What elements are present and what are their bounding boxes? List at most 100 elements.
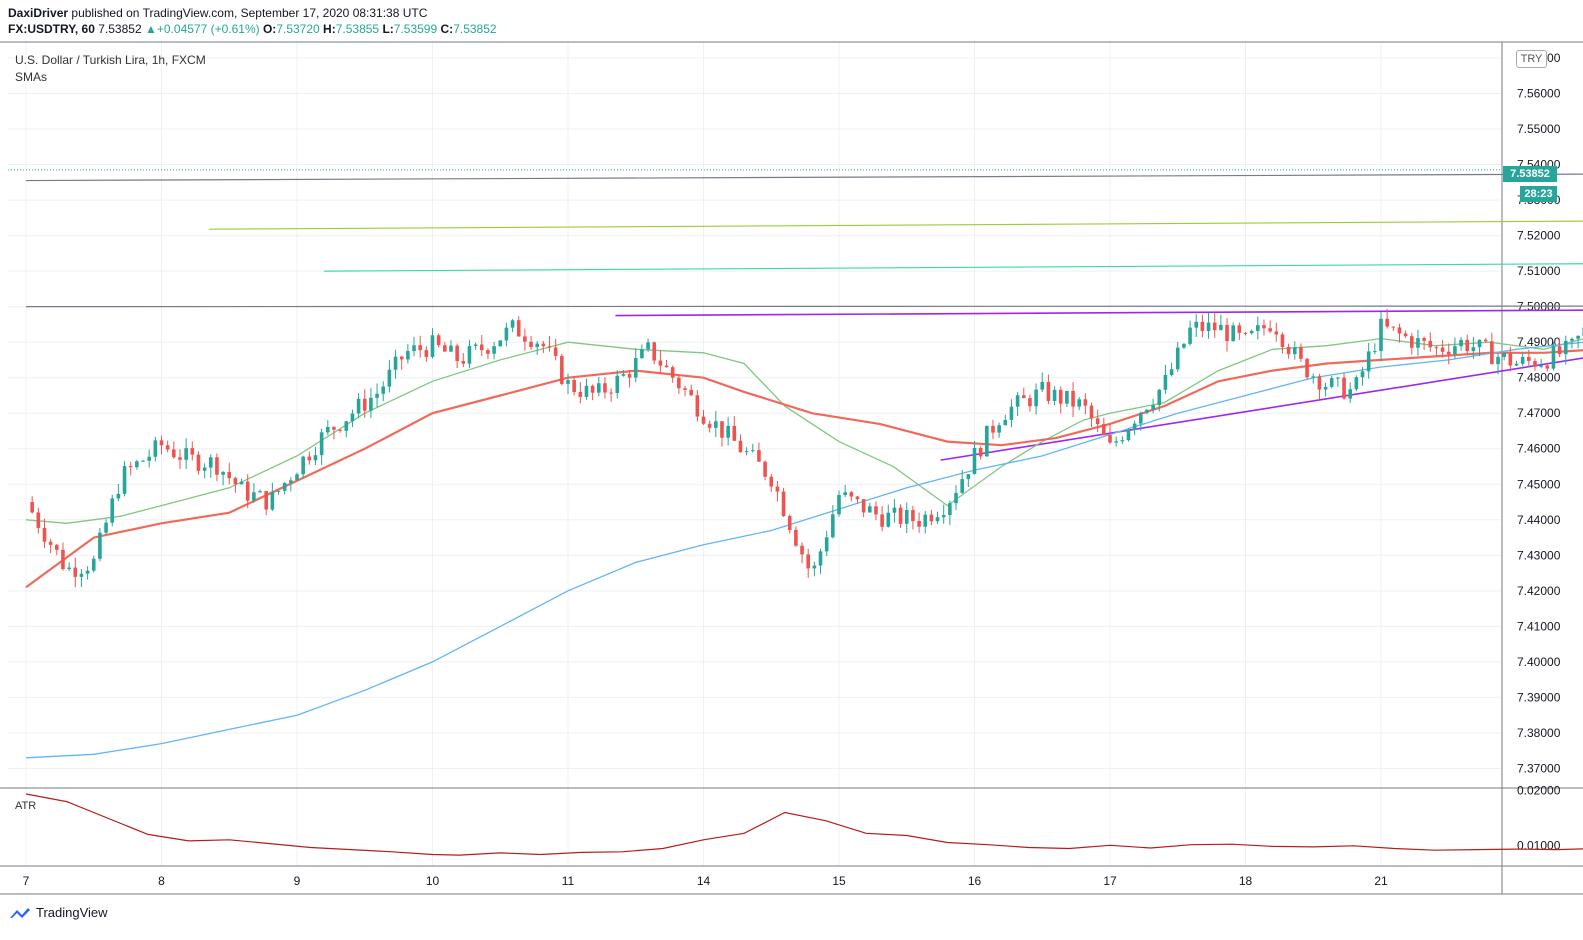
candle-body [1034,389,1038,407]
candle-body [498,340,503,347]
indicator-label[interactable]: SMAs [15,70,48,84]
candle-body [1145,409,1149,413]
candle-body [332,427,336,430]
candle-body [48,541,53,545]
close-label: C: [440,22,454,36]
candle-body [1403,333,1408,337]
candle-body [1114,441,1118,443]
candle-body [714,421,718,428]
candle-body [270,491,275,510]
candle-body [640,349,644,359]
bar-countdown: 28:23 [1520,186,1557,202]
candle-body [1286,346,1291,355]
candles [30,308,1583,588]
candle-body [757,450,761,462]
candle-body [184,448,188,460]
currency-badge[interactable]: TRY [1516,50,1547,68]
candle-body [486,350,490,354]
candle-body [726,425,730,438]
candle-body [258,491,262,493]
candle-body [1434,347,1439,349]
candle-body [473,344,478,347]
candle-body [800,545,804,555]
x-tick-label: 16 [968,874,982,888]
candle-body [1471,347,1476,352]
candle-body [652,342,657,361]
footer-brand: TradingView [36,905,108,920]
candle-body [941,515,946,518]
candle-body [1508,353,1513,366]
trendline-grey-top [25,305,1583,308]
candle-body [208,457,213,468]
x-tick-label: 11 [562,874,575,888]
candle-body [843,492,847,496]
candle-body [1256,325,1260,331]
candle-body [264,491,269,510]
open-value: 7.53720 [276,22,320,36]
atr-label[interactable]: ATR [15,800,37,812]
candle-body [461,361,466,364]
candle-body [677,377,681,389]
candle-body [1459,339,1463,347]
x-tick-label: 14 [697,874,711,888]
candle-body [861,499,866,513]
candle-body [362,398,367,411]
y-tick-label: 7.46000 [1517,442,1561,456]
candle-body [221,471,225,475]
y-tick-label: 7.55000 [1517,122,1561,136]
candle-body [609,392,613,394]
candle-body [128,466,133,468]
candle-body [849,492,854,497]
author-name[interactable]: DaxiDriver [8,6,69,20]
tradingview-cloud-icon [10,907,30,918]
candle-body [1163,374,1168,390]
candle-body [1391,326,1396,328]
candle-body [1292,347,1297,355]
candle-body [153,440,158,457]
candle-body [831,514,835,538]
candle-body [695,395,700,417]
y-tick-label: 7.51000 [1517,264,1561,278]
candle-body [1514,363,1519,366]
publication-header: DaxiDriver published on TradingView.com,… [8,6,427,20]
candle-body [1065,390,1069,404]
candle-body [1465,339,1470,352]
candle-body [818,551,823,566]
candle-body [824,537,829,552]
candle-body [547,346,552,348]
candle-body [239,481,244,485]
trendline-triangle-top [615,309,1583,317]
last-price: 7.53852 [98,22,142,36]
candle-body [911,509,915,521]
atr-y-tick-label: 0.02000 [1517,784,1561,798]
candle-body [1151,405,1155,410]
candle-body [381,386,386,394]
candle-body [135,461,139,468]
candle-body [387,369,392,387]
candle-body [307,456,312,461]
candle-body [1169,369,1174,375]
candle-body [1274,331,1279,335]
candle-body [991,425,995,433]
candle-body [1249,330,1254,334]
candle-body [467,346,472,364]
candle-body [301,456,305,475]
candle-body [313,455,318,461]
candle-body [646,342,650,350]
candle-body [110,498,115,523]
candle-body [67,567,71,570]
candle-body [91,558,96,571]
candle-body [1219,324,1223,331]
tradingview-logo[interactable]: TradingView [8,905,108,920]
candle-body [375,393,379,398]
candle-body [1545,365,1550,369]
candle-body [985,425,989,457]
candle-body [670,367,675,378]
candle-body [867,506,872,513]
candle-body [178,457,182,460]
candle-body [720,421,724,438]
candle-body [79,573,84,577]
candle-body [1200,321,1205,332]
low-value: 7.53599 [393,22,438,36]
